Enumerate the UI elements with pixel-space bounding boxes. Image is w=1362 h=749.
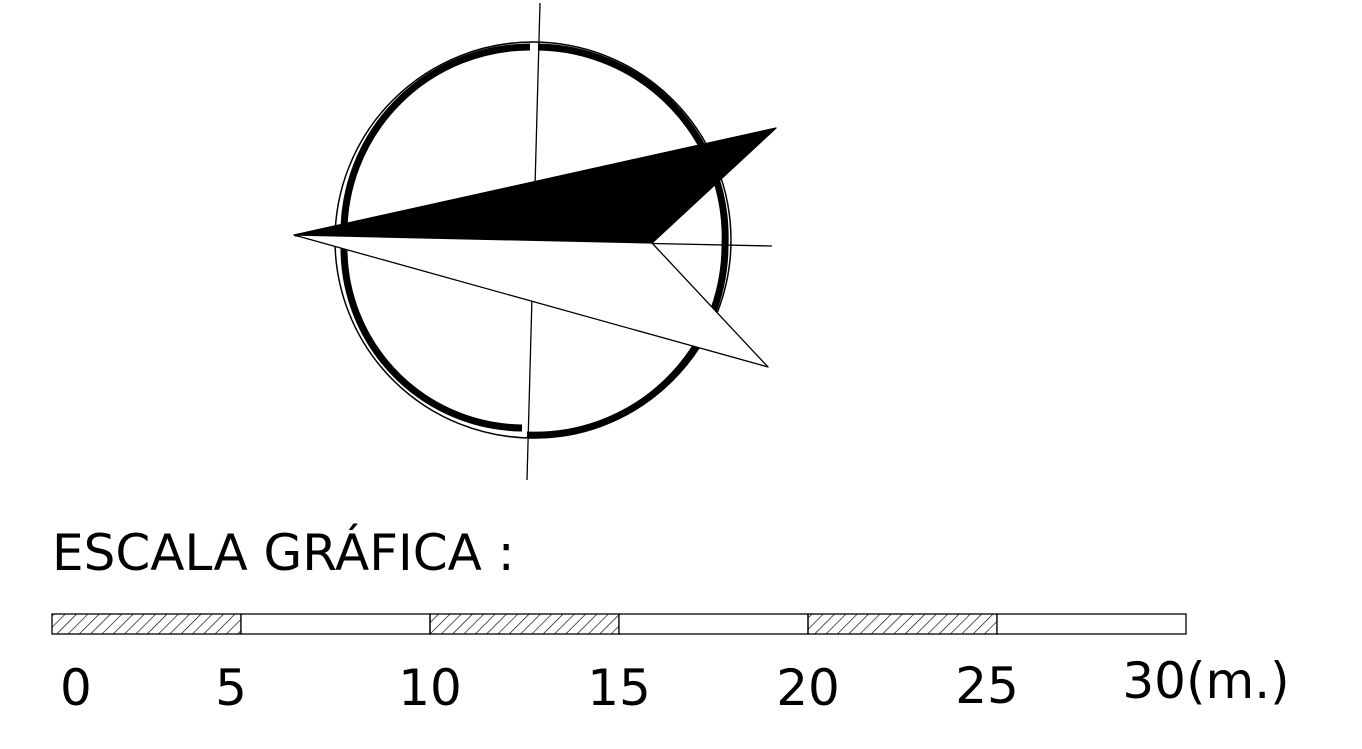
scale-tick-label: 0 bbox=[60, 659, 92, 717]
compass-thick-arc-nw bbox=[340, 43, 531, 237]
scale-bar bbox=[51, 613, 1187, 635]
compass-thick-arc-sw bbox=[340, 247, 523, 432]
scale-segment-hatched bbox=[429, 613, 620, 635]
scale-tick-label: 20 bbox=[776, 659, 840, 717]
scale-segment-blank bbox=[996, 613, 1187, 635]
compass-thick-arc-ne bbox=[537, 43, 729, 246]
compass-needle-light bbox=[293, 234, 769, 368]
scale-tick-labels: 0 5 10 15 20 25 30(m.) bbox=[60, 652, 1290, 717]
scale-title: ESCALA GRÁFICA : bbox=[52, 523, 515, 582]
scale-segment-blank bbox=[240, 613, 431, 635]
scale-segment-hatched bbox=[807, 613, 998, 635]
scale-tick-label: 15 bbox=[587, 659, 651, 717]
scale-tick-label: 25 bbox=[955, 657, 1019, 715]
scale-segment-blank bbox=[618, 613, 809, 635]
scale-tick-label: 30(m.) bbox=[1122, 652, 1289, 710]
scale-tick-label: 5 bbox=[215, 659, 247, 717]
scale-segment-hatched bbox=[51, 613, 242, 635]
compass-icon bbox=[293, 2, 777, 481]
compass-thick-arc-se bbox=[526, 244, 729, 439]
scale-tick-label: 10 bbox=[398, 659, 462, 717]
